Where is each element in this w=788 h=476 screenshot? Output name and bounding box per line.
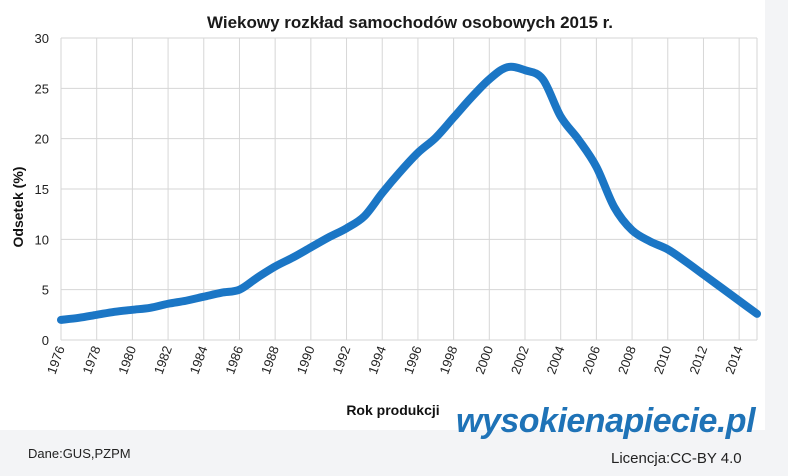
data-point [646,237,654,245]
x-tick-label: 1976 [44,344,68,376]
data-point [253,274,261,282]
y-tick-label: 15 [35,182,49,197]
x-tick-label: 1978 [80,344,104,376]
y-tick-label: 5 [42,283,49,298]
x-tick-label: 2000 [472,344,496,376]
x-tick-label: 2010 [651,344,675,376]
brand-logo: wysokienapiecie.pl [456,402,756,440]
data-point [128,306,136,314]
source-note: Dane:GUS,PZPM [28,446,131,461]
data-point [592,163,600,171]
data-point [485,75,493,83]
y-tick-label: 0 [42,333,49,348]
grid [60,37,758,341]
data-point [414,149,422,157]
y-axis-label: Odsetek (%) [10,167,26,248]
y-tick-label: 30 [35,31,49,46]
x-tick-label: 2006 [579,344,603,376]
series-line [57,62,761,324]
x-tick-label: 2002 [508,344,532,376]
data-point [378,189,386,197]
data-point [182,297,190,305]
x-tick-label: 1982 [151,344,175,376]
series-group [57,62,761,324]
y-tick-label: 10 [35,232,49,247]
data-point [235,286,243,294]
data-point [735,297,743,305]
x-tick-label: 1988 [258,344,282,376]
x-tick-label: 2014 [722,344,746,376]
data-point [396,168,404,176]
data-point [521,66,529,74]
x-tick-label: 1998 [436,344,460,376]
data-point [325,233,333,241]
data-point [57,316,65,324]
y-tick-labels: 0 5 10 15 20 25 30 [35,31,49,348]
data-point [307,243,315,251]
data-point [503,63,511,71]
x-tick-label: 1992 [329,344,353,376]
license-note: Licencja:CC-BY 4.0 [611,450,742,467]
data-point [200,293,208,301]
data-point [111,308,119,316]
x-tick-label: 1986 [222,344,246,376]
data-point [467,93,475,101]
x-axis-label: Rok produkcji [346,402,439,418]
y-tick-label: 20 [35,132,49,147]
y-tick-label: 25 [35,81,49,96]
data-point [343,224,351,232]
data-point [93,311,101,319]
data-point [610,203,618,211]
data-point [289,253,297,261]
data-point [146,304,154,312]
data-point [271,263,279,271]
x-tick-label: 1980 [115,344,139,376]
x-tick-label: 1990 [294,344,318,376]
x-tick-label: 1984 [187,344,211,376]
data-point [753,310,761,318]
data-point [75,314,83,322]
data-point [164,300,172,308]
data-point [682,257,690,265]
data-point [628,226,636,234]
x-tick-label: 1996 [401,344,425,376]
data-point [432,134,440,142]
x-tick-label: 2008 [615,344,639,376]
data-point [575,136,583,144]
chart-title: Wiekowy rozkład samochodów osobowych 201… [207,13,613,32]
data-point [699,271,707,279]
x-tick-label: 2004 [544,344,568,376]
data-point [539,75,547,83]
data-point [450,114,458,122]
x-tick-label: 2012 [686,344,710,376]
data-point [218,289,226,297]
data-point [360,212,368,220]
data-point [717,284,725,292]
x-tick-label: 1994 [365,344,389,376]
data-point [557,113,565,121]
data-point [664,245,672,253]
x-tick-labels: 1976 1978 1980 1982 1984 1986 1988 1990 1992 1994… [44,344,746,376]
